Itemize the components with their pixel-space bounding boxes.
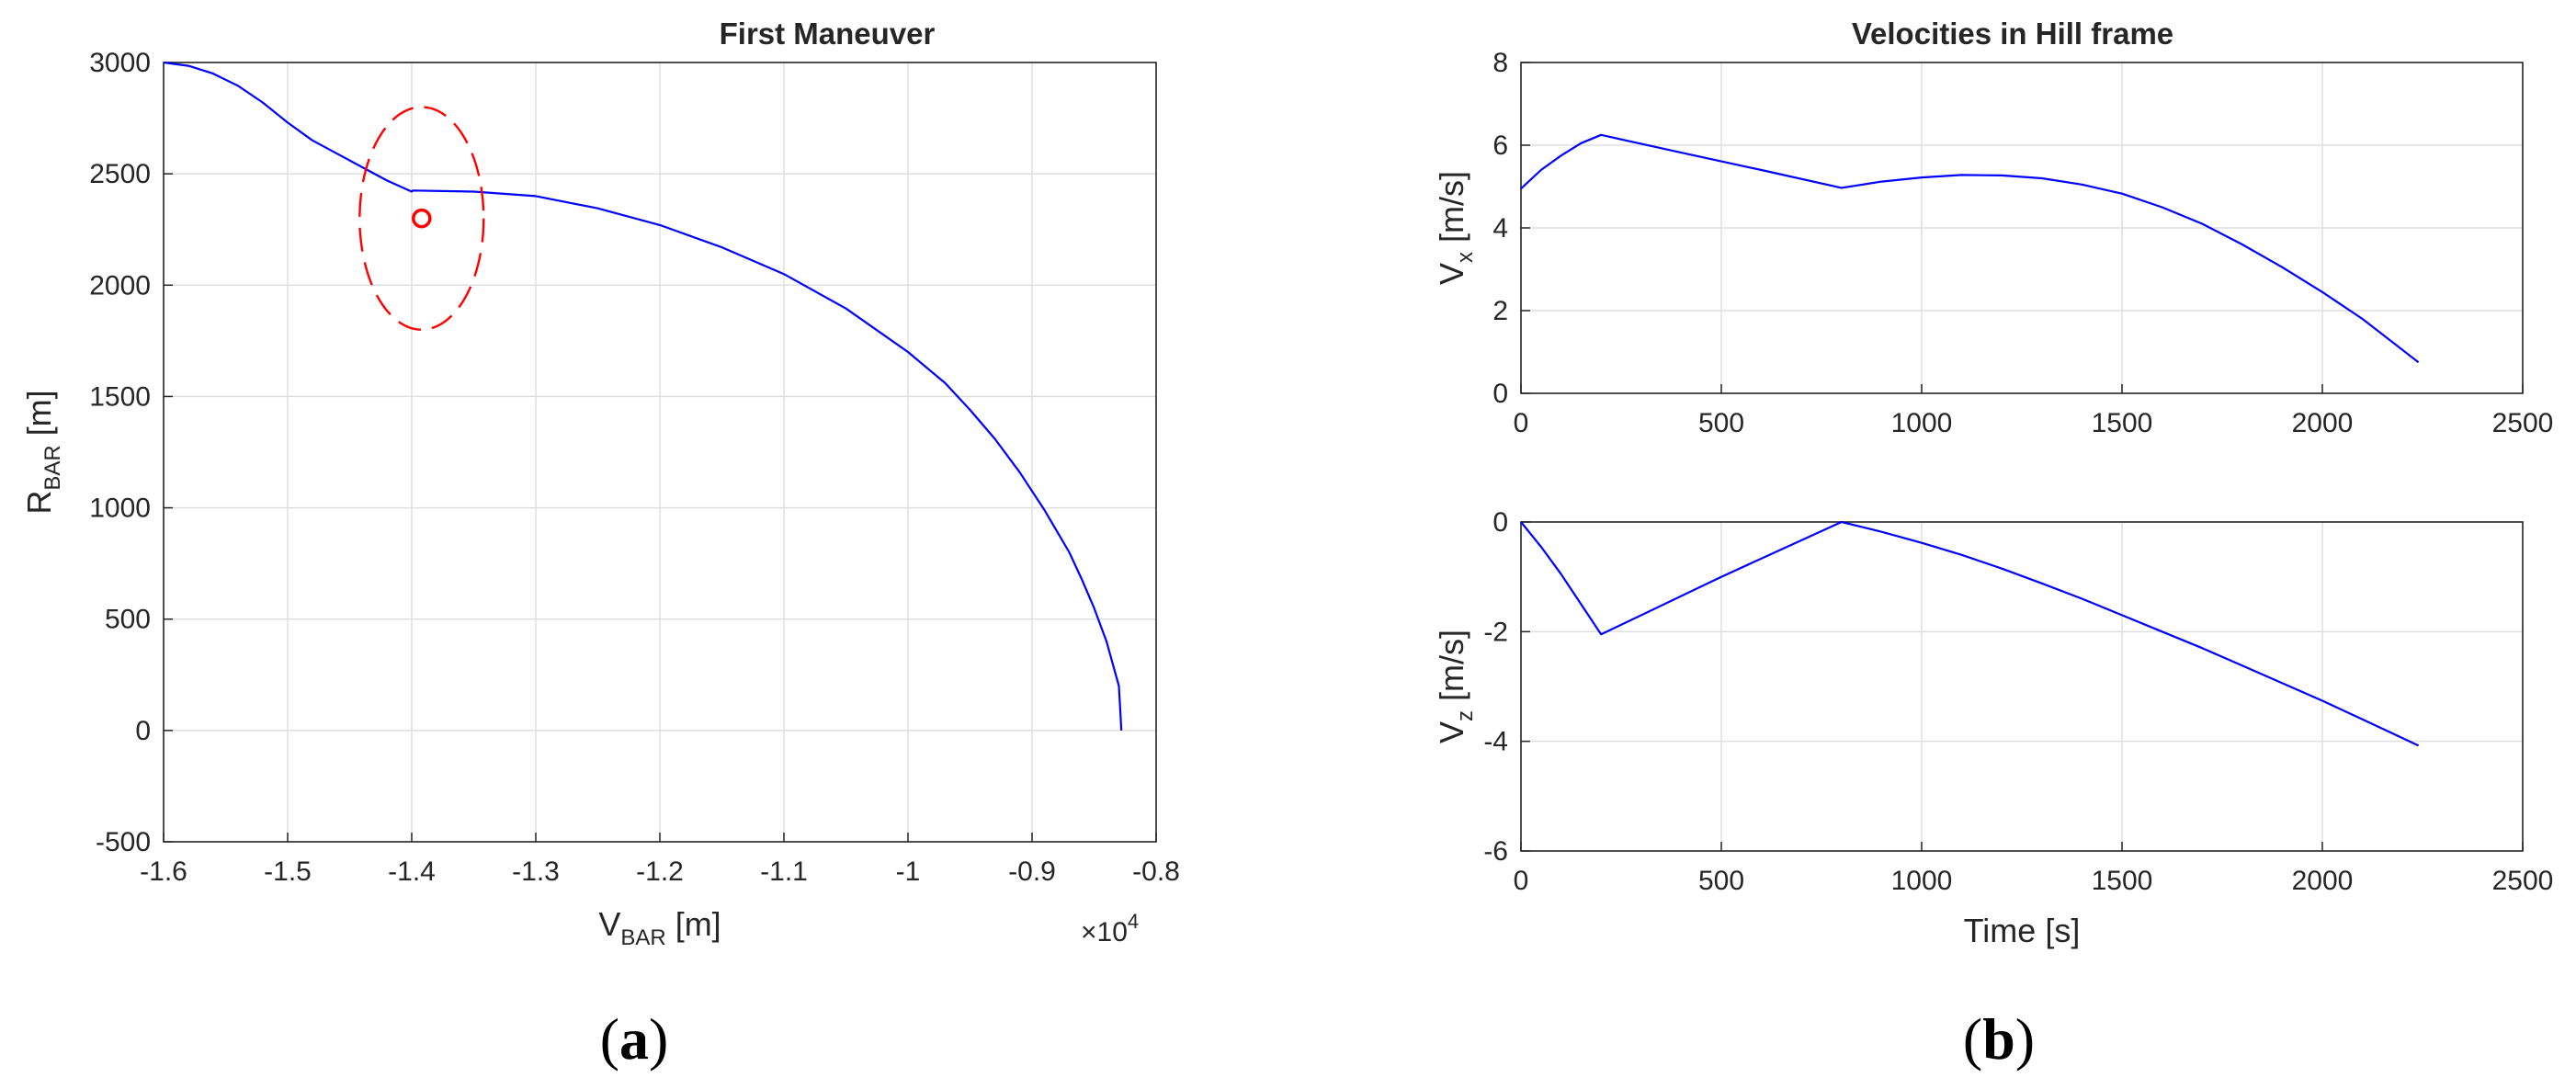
chart-a-grid <box>163 62 1157 843</box>
caption-a-letter: a <box>619 1006 649 1072</box>
x-tick-label: 2000 <box>2292 866 2354 896</box>
target-marker <box>412 208 432 229</box>
chart-a-xlabel: VBAR [m] <box>598 905 721 950</box>
chart-b-ylabel: Vx [m/s] <box>1433 171 1478 285</box>
chart-a-xlabel-main: V <box>598 905 620 943</box>
chart-b-ylabel-main: V <box>1433 263 1470 285</box>
chart-a-ylabel-main: R <box>20 491 58 515</box>
y-tick-label: 2500 <box>89 159 151 189</box>
y-tick-label: 1500 <box>89 381 151 412</box>
chart-c-grid <box>1520 521 2524 852</box>
x-tick-label: 1000 <box>1891 866 1953 896</box>
x-tick-label: 500 <box>1698 408 1744 438</box>
chart-b-ticks: 0 500 1000 1500 2000 2500 0 2 4 6 8 <box>1492 48 2553 438</box>
y-tick-label: -4 <box>1483 727 1508 757</box>
chart-c-plot <box>1520 520 2420 747</box>
chart-c-ylabel-main: V <box>1433 721 1470 743</box>
chart-c-ylabel-rest: [m/s] <box>1433 630 1470 710</box>
y-tick-label: 0 <box>1492 379 1508 409</box>
chart-a-title: First Maneuver <box>720 17 936 51</box>
chart-b-ylabel-rest: [m/s] <box>1433 171 1470 252</box>
x-tick-label: 2500 <box>2492 866 2554 896</box>
series-line <box>1520 520 2420 747</box>
x-tick-label: -0.9 <box>1008 856 1056 887</box>
chart-a-x-exponent-prefix: ×10 <box>1081 917 1128 947</box>
chart-b-title: Velocities in Hill frame <box>1852 17 2173 51</box>
chart-c-ylabel-sub: z <box>1453 710 1478 721</box>
x-tick-label: 0 <box>1514 866 1529 896</box>
y-tick-label: 3000 <box>89 48 151 78</box>
chart-vx: Velocities in Hill frame 0 500 1000 1500 200… <box>1433 17 2553 438</box>
y-tick-label: 500 <box>105 605 151 635</box>
caption-b-letter: b <box>1982 1006 2015 1072</box>
x-tick-label: -1.5 <box>264 856 312 887</box>
y-tick-label: 0 <box>1492 507 1508 538</box>
series-line <box>163 61 1123 731</box>
y-tick-label: 6 <box>1492 130 1508 161</box>
x-tick-label: -1.3 <box>512 856 560 887</box>
y-tick-label: 2000 <box>89 270 151 301</box>
x-tick-label: 500 <box>1698 866 1744 896</box>
x-tick-label: -1.6 <box>140 856 187 887</box>
chart-a-plot <box>163 61 1123 731</box>
target-ellipse <box>358 106 485 331</box>
x-tick-label: -1.2 <box>636 856 684 887</box>
chart-a-xlabel-rest: [m] <box>666 905 721 943</box>
chart-vz: 0 500 1000 1500 2000 2500 -6 -4 -2 0 Time [s] Vz … <box>1433 507 2553 949</box>
chart-first-maneuver: First Maneuver -1.6 -1.5 -1.4 -1.3 -1.2 -1.1-… <box>20 17 1180 950</box>
chart-a-ylabel-sub: BAR <box>40 445 65 490</box>
chart-a-ylabel-rest: [m] <box>20 390 58 445</box>
chart-a-ticks: -1.6 -1.5 -1.4 -1.3 -1.2 -1.1 -1 -0.9 -0.8 -500 0 5… <box>89 48 1180 887</box>
y-tick-label: 8 <box>1492 48 1508 78</box>
x-tick-label: 2000 <box>2292 408 2354 438</box>
y-tick-label: 0 <box>135 716 151 746</box>
x-tick-label: 2500 <box>2492 408 2554 438</box>
chart-c-ylabel: Vz [m/s] <box>1433 630 1478 743</box>
y-tick-label: 1000 <box>89 493 151 524</box>
x-tick-label: 0 <box>1514 408 1529 438</box>
caption-b: (b) <box>1963 1006 2035 1072</box>
series-line <box>1520 133 2420 364</box>
chart-c-xlabel: Time [s] <box>1964 912 2081 949</box>
x-tick-label: 1500 <box>2092 866 2153 896</box>
chart-a-xlabel-sub: BAR <box>620 925 665 950</box>
chart-b-plot <box>1520 133 2420 364</box>
x-tick-label: -0.8 <box>1132 856 1180 887</box>
chart-c-axes-box <box>1520 521 2524 852</box>
chart-a-ylabel: RBAR [m] <box>20 390 65 514</box>
chart-b-ylabel-sub: x <box>1453 252 1478 263</box>
y-tick-label: -2 <box>1483 617 1508 647</box>
chart-a-x-exponent-power: 4 <box>1128 910 1139 933</box>
caption-a: (a) <box>600 1006 669 1072</box>
chart-b-grid <box>1520 62 2524 394</box>
x-tick-label: -1 <box>896 856 921 887</box>
x-tick-label: 1000 <box>1891 408 1953 438</box>
chart-c-ticks: 0 500 1000 1500 2000 2500 -6 -4 -2 0 <box>1483 507 2553 896</box>
y-tick-label: 2 <box>1492 296 1508 326</box>
x-tick-label: -1.4 <box>388 856 436 887</box>
x-tick-label: -1.1 <box>760 856 808 887</box>
y-tick-label: -6 <box>1483 836 1508 867</box>
y-tick-label: -500 <box>96 827 151 857</box>
y-tick-label: 4 <box>1492 213 1508 244</box>
chart-a-x-exponent: ×104 <box>1081 910 1139 947</box>
x-tick-label: 1500 <box>2092 408 2153 438</box>
